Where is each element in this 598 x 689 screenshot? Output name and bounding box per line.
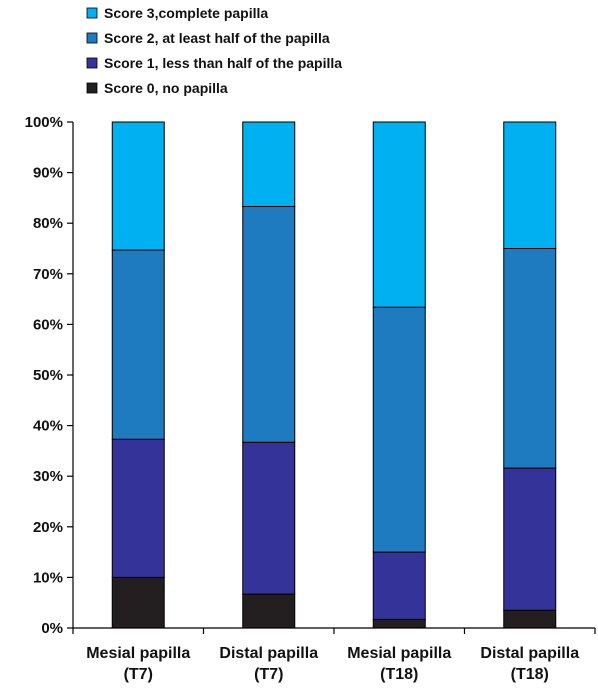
legend: Score 3,complete papilla Score 2, at leas…	[86, 5, 342, 96]
y-tick-label: 10%	[33, 569, 63, 586]
bar-segment	[503, 467, 557, 611]
legend-label: Score 0, no papilla	[104, 80, 228, 96]
bar-segment	[242, 441, 296, 595]
x-category-label: Distal papilla	[480, 645, 579, 662]
legend-label: Score 3,complete papilla	[104, 5, 268, 21]
y-tick-label: 100%	[25, 114, 63, 131]
legend-label: Score 2, at least half of the papilla	[104, 30, 330, 46]
bar-segment	[111, 249, 165, 440]
y-tick-label: 90%	[33, 165, 63, 182]
bar-segment	[372, 618, 426, 629]
legend-swatch	[86, 82, 98, 94]
legend-swatch	[86, 32, 98, 44]
x-category-label: Distal papilla	[219, 645, 318, 662]
bar-segment	[372, 121, 426, 308]
x-category-label: (T7)	[254, 666, 283, 683]
bar-segment	[503, 121, 557, 249]
x-category-label: (T18)	[380, 666, 418, 683]
x-category-label: Mesial papilla	[347, 645, 451, 662]
bar-segment	[111, 438, 165, 578]
bar-segment	[242, 206, 296, 443]
y-tick-label: 20%	[33, 519, 63, 536]
axes: 0% 10% 20% 30% 40% 50% 60% 70% 80% 90% 100% Mesial …	[25, 114, 596, 683]
bar-segment	[503, 609, 557, 629]
legend-swatch	[86, 57, 98, 69]
legend-swatch	[86, 7, 98, 19]
y-tick-label: 40%	[33, 418, 63, 435]
y-tick-label: 30%	[33, 468, 63, 485]
y-tick-label: 50%	[33, 367, 63, 384]
bars	[111, 121, 557, 629]
y-tick-label: 60%	[33, 316, 63, 333]
bar-segment	[242, 121, 296, 208]
bar-segment	[372, 551, 426, 620]
y-tick-label: 0%	[41, 620, 63, 637]
x-category-label: (T18)	[511, 666, 549, 683]
bar-segment	[111, 121, 165, 251]
bar-segment	[503, 248, 557, 469]
bar-segment	[242, 593, 296, 629]
y-tick-label: 70%	[33, 266, 63, 283]
y-tick-label: 80%	[33, 215, 63, 232]
bar-segment	[372, 306, 426, 553]
x-category-label: Mesial papilla	[86, 645, 190, 662]
bar-segment	[111, 576, 165, 629]
legend-label: Score 1, less than half of the papilla	[104, 55, 342, 71]
x-category-label: (T7)	[124, 666, 153, 683]
